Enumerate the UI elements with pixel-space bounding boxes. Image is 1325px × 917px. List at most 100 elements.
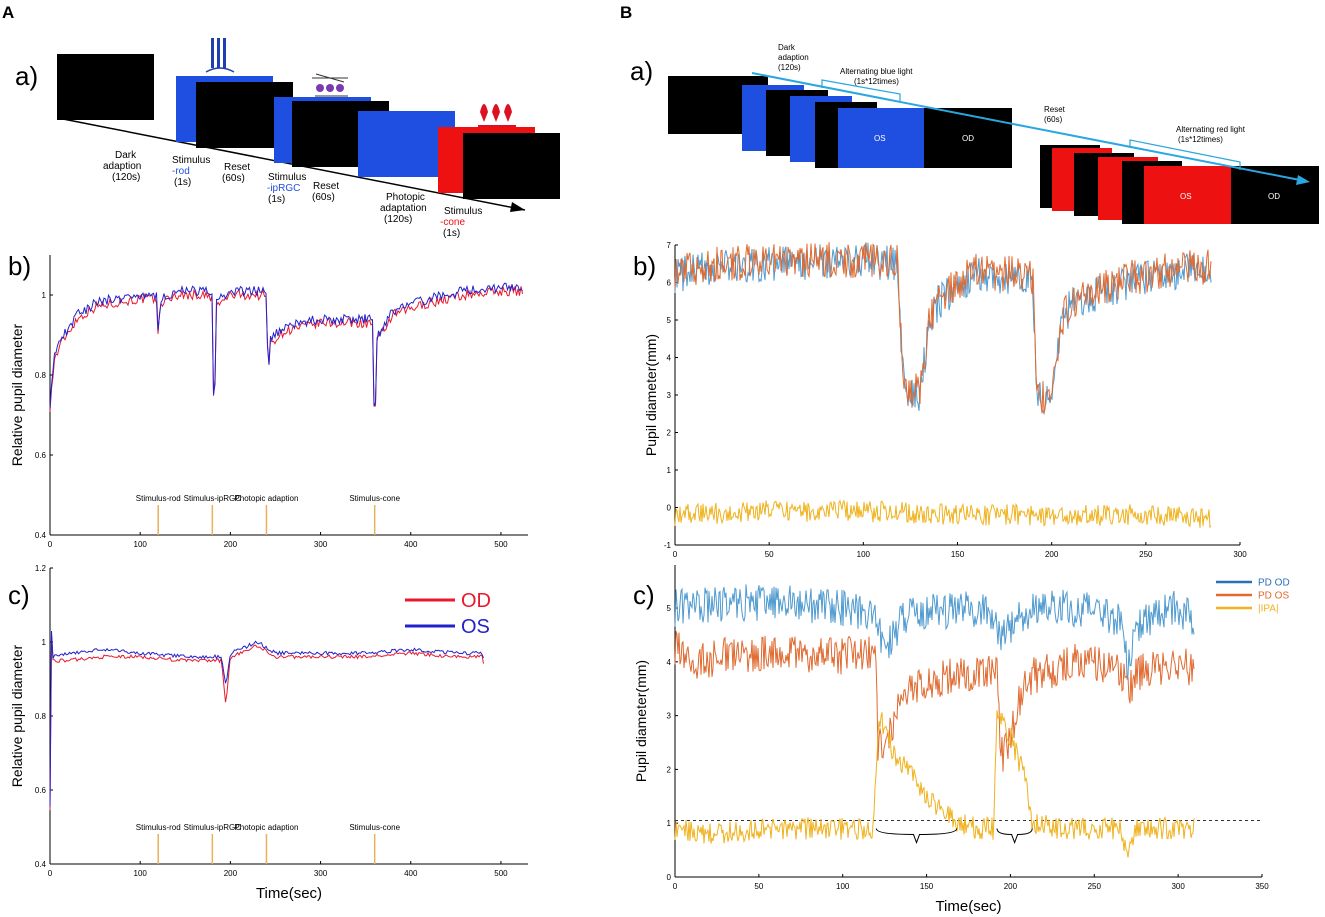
B-a-label: a) xyxy=(630,56,653,86)
panel-label-B: B xyxy=(620,3,632,22)
panel-label-B_c: c) xyxy=(633,580,655,610)
x-tick-label: 500 xyxy=(494,540,508,549)
series-line-ipa xyxy=(674,710,1195,858)
y-tick-label: 0.8 xyxy=(35,712,47,721)
annot-120s-2: (120s) xyxy=(384,214,412,225)
annot-1s-cone: (1s) xyxy=(443,228,460,239)
B-timeline-arrow xyxy=(751,72,1306,182)
legend-label: PD OS xyxy=(1258,591,1289,602)
A-protocol-diagram: a) xyxy=(15,38,560,239)
B-annot-red-times: (1s*12times) xyxy=(1178,135,1223,144)
y-tick-label: 1 xyxy=(667,819,672,828)
series-line-pdod xyxy=(674,584,1195,680)
B-od-black-screen xyxy=(924,108,1012,168)
x-tick-label: 200 xyxy=(224,869,238,878)
annot-photopic: Photopic xyxy=(386,192,425,203)
arrow-head-icon xyxy=(510,202,525,212)
bracket xyxy=(875,828,958,844)
B-label-od-1: OD xyxy=(962,134,974,143)
marker-label: Stimulus-cone xyxy=(349,494,400,503)
x-tick-label: 200 xyxy=(1004,882,1018,891)
y-tick-label: 1 xyxy=(42,638,47,647)
annot-adaptation: adaptation xyxy=(380,203,427,214)
series-line-os xyxy=(49,630,484,807)
marker-label: Stimulus-ipRGC xyxy=(184,823,242,832)
legend-label: PD OD xyxy=(1258,578,1290,589)
y-tick-label: 1 xyxy=(667,466,672,475)
B-arrow-head-icon xyxy=(1296,175,1310,185)
y-tick-label: 4 xyxy=(667,658,672,667)
annot-120s: (120s) xyxy=(112,172,140,183)
series-line-os xyxy=(49,282,523,408)
y-axis-label: Pupil diameter(mm) xyxy=(633,660,649,782)
B-red-bracket xyxy=(1129,139,1241,170)
marker-label: Photopic adaption xyxy=(234,823,298,832)
x-tick-label: 400 xyxy=(404,869,418,878)
B-annot-dark: Dark xyxy=(778,43,796,52)
y-tick-label: -1 xyxy=(664,541,672,550)
marker-label: Stimulus-cone xyxy=(349,823,400,832)
legend-label: OD xyxy=(461,590,491,612)
B-label-od-2: OD xyxy=(1268,192,1280,201)
chart-B-c: c) 0 50 100 150 200 250 300 350 0 1 2 3 4 5 Pupil diame… xyxy=(633,565,1290,915)
x-tick-label: 300 xyxy=(1233,550,1247,559)
x-tick-label: 150 xyxy=(951,550,965,559)
y-tick-label: 5 xyxy=(667,604,672,613)
B-annot-adaption: adaption xyxy=(778,53,809,62)
x-tick-label: 100 xyxy=(857,550,871,559)
B-annot-blue-light: Alternating blue light xyxy=(840,67,913,76)
dark-screen xyxy=(57,54,154,120)
legend-label: OS xyxy=(461,616,490,638)
x-tick-label: 50 xyxy=(754,882,763,891)
y-tick-label: 2 xyxy=(667,429,672,438)
y-tick-label: 0.4 xyxy=(35,860,47,869)
final-black-screen xyxy=(463,133,560,199)
B-os-red-screen xyxy=(1144,166,1232,224)
y-tick-label: 7 xyxy=(667,241,672,250)
y-tick-label: 0 xyxy=(667,873,672,882)
y-tick-label: 0.6 xyxy=(35,786,47,795)
x-tick-label: 0 xyxy=(48,869,53,878)
annot-stimulus-cone: Stimulus xyxy=(444,206,482,217)
x-axis-label: Time(sec) xyxy=(935,898,1001,915)
y-axis-label: Pupil diameter(mm) xyxy=(643,334,659,456)
cone-cells-icon xyxy=(478,104,516,127)
B-label-os-1: OS xyxy=(874,134,886,143)
B-blue-bracket xyxy=(821,79,901,101)
A-a-label: a) xyxy=(15,61,38,91)
x-tick-label: 100 xyxy=(134,869,148,878)
panel-label-A: A xyxy=(2,3,14,22)
x-tick-label: 250 xyxy=(1139,550,1153,559)
x-tick-label: 500 xyxy=(494,869,508,878)
series-line-ipa xyxy=(674,499,1212,529)
annot-reset-1: Reset xyxy=(224,162,250,173)
panel-label-A_c: c) xyxy=(8,580,30,610)
annot-reset-2: Reset xyxy=(313,181,339,192)
series-line-pdos xyxy=(674,631,1195,772)
annot-stimulus-iprgc: Stimulus xyxy=(268,172,306,183)
marker-label: Photopic adaption xyxy=(234,494,298,503)
y-tick-label: 6 xyxy=(667,279,672,288)
B-protocol-diagram: a) Dark adaption (120s) Alternating blue… xyxy=(630,43,1319,224)
x-tick-label: 350 xyxy=(1255,882,1269,891)
annot-60s-1: (60s) xyxy=(222,173,245,184)
x-tick-label: 300 xyxy=(314,869,328,878)
x-tick-label: 300 xyxy=(1171,882,1185,891)
annot-cone: -cone xyxy=(440,217,465,228)
x-tick-label: 0 xyxy=(673,550,678,559)
legend-label: |IPA| xyxy=(1258,604,1279,615)
y-axis-label: Relative pupil diameter xyxy=(9,323,25,466)
x-tick-label: 400 xyxy=(404,540,418,549)
y-tick-label: 0.6 xyxy=(35,451,47,460)
x-tick-label: 200 xyxy=(224,540,238,549)
chart-A-b: b) 0 100 200 300 400 500 0.4 0.6 0.8 1 Relative pup… xyxy=(8,251,528,549)
marker-label: Stimulus-rod xyxy=(136,823,181,832)
panel-label-A_b: b) xyxy=(8,251,31,281)
panel-label-B_b: b) xyxy=(633,251,656,281)
timeline-arrow xyxy=(57,117,526,211)
x-axis-label: Time(sec) xyxy=(256,885,322,902)
marker-label: Stimulus-ipRGC xyxy=(184,494,242,503)
y-tick-label: 1.2 xyxy=(35,564,47,573)
B-annot-reset: Reset xyxy=(1044,105,1066,114)
